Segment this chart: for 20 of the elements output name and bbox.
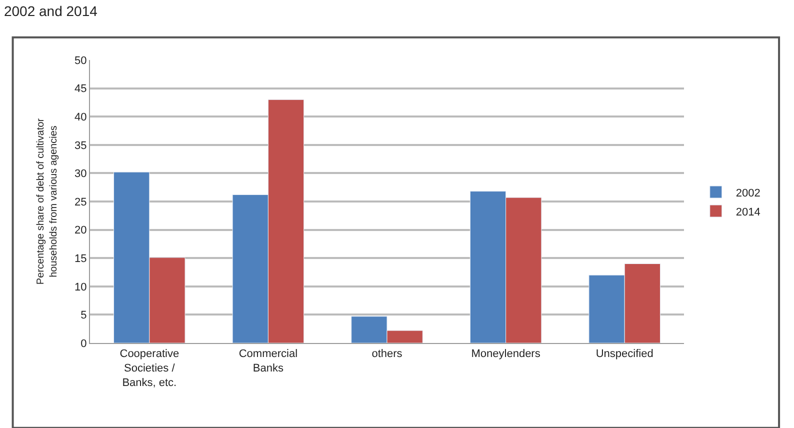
x-tick-label: Cooperative Societies / Banks, etc. <box>120 348 180 389</box>
y-tick-label: 40 <box>74 111 87 124</box>
x-tick-label: Unspecified <box>596 348 654 360</box>
y-tick-label: 0 <box>80 338 87 350</box>
y-tick-label: 20 <box>74 224 87 237</box>
y-tick-label: 15 <box>74 252 87 265</box>
y-tick-label: 45 <box>74 83 87 96</box>
y-tick-label: 5 <box>80 310 87 322</box>
legend-label: 2014 <box>736 206 760 218</box>
legend-label: 2002 <box>736 187 760 200</box>
y-tick-label: 50 <box>74 54 87 67</box>
y-tick-label: 35 <box>74 140 87 152</box>
chart-title: 2002 and 2014 <box>4 3 98 20</box>
y-tick-label: 30 <box>74 168 87 180</box>
y-tick-label: 10 <box>74 281 87 294</box>
y-tick-label: 25 <box>74 196 87 208</box>
x-tick-label: Moneylenders <box>471 348 541 360</box>
y-axis-title: Percentage share of debt of cultivator households from various agencies <box>36 118 60 285</box>
x-tick-label: others <box>372 348 403 360</box>
x-tick-label: Commercial Banks <box>238 348 298 374</box>
